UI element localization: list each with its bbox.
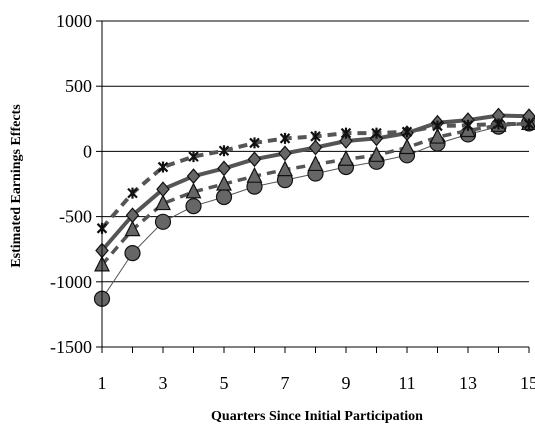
- y-tick-label: 1000: [56, 11, 92, 31]
- y-axis-label: Estimated Earnings Effects: [9, 104, 24, 268]
- y-tick-label: -500: [59, 207, 92, 227]
- x-tick-label: 7: [281, 373, 290, 393]
- x-tick-label: 3: [159, 373, 168, 393]
- data-point-asterisk: [127, 187, 138, 199]
- data-point-asterisk: [340, 127, 352, 139]
- data-point-triangle: [307, 155, 324, 172]
- data-point-asterisk: [523, 118, 535, 130]
- data-point-asterisk: [218, 145, 230, 157]
- series-3: [95, 107, 535, 259]
- data-point-diamond: [247, 151, 262, 168]
- data-point-asterisk: [493, 118, 504, 130]
- data-point-triangle: [246, 166, 263, 183]
- data-point-asterisk: [279, 132, 291, 144]
- data-point-triangle: [399, 138, 415, 155]
- data-point-asterisk: [249, 137, 260, 149]
- x-tick-label: 5: [220, 373, 229, 393]
- data-point-diamond: [278, 145, 292, 162]
- data-point-diamond: [156, 181, 170, 198]
- x-axis-label: Quarters Since Initial Participation: [211, 409, 423, 424]
- series-layer: [93, 107, 535, 307]
- y-tick-label: 500: [65, 76, 92, 96]
- data-point-circle: [185, 198, 202, 215]
- data-point-triangle: [277, 160, 293, 177]
- data-point-triangle: [216, 174, 232, 191]
- data-point-triangle: [368, 145, 385, 162]
- data-point-asterisk: [432, 120, 443, 132]
- y-tick-label: 0: [83, 141, 92, 161]
- y-tick-label: -1000: [50, 272, 92, 292]
- data-point-circle: [154, 213, 172, 230]
- data-point-diamond: [217, 160, 231, 177]
- data-point-asterisk: [401, 126, 413, 138]
- data-point-asterisk: [188, 151, 199, 163]
- data-point-diamond: [125, 207, 140, 224]
- x-tick-label: 13: [459, 373, 477, 393]
- x-tick-label: 9: [342, 373, 351, 393]
- data-point-triangle: [429, 127, 446, 144]
- x-tick-label: 1: [98, 373, 107, 393]
- data-point-asterisk: [157, 161, 169, 173]
- data-point-triangle: [185, 182, 202, 199]
- data-point-asterisk: [310, 130, 321, 142]
- data-point-circle: [124, 245, 141, 262]
- data-point-triangle: [155, 194, 171, 211]
- data-point-triangle: [124, 220, 141, 237]
- data-point-diamond: [308, 139, 323, 156]
- data-point-circle: [215, 188, 233, 206]
- data-point-triangle: [338, 149, 354, 166]
- x-tick-label: 11: [398, 373, 415, 393]
- data-point-asterisk: [462, 119, 474, 131]
- x-tick-label: 15: [520, 373, 535, 393]
- data-point-diamond: [186, 168, 201, 185]
- data-point-asterisk: [371, 127, 382, 139]
- axes: [96, 20, 530, 353]
- y-tick-label: -1500: [50, 337, 92, 357]
- series-2: [94, 114, 535, 272]
